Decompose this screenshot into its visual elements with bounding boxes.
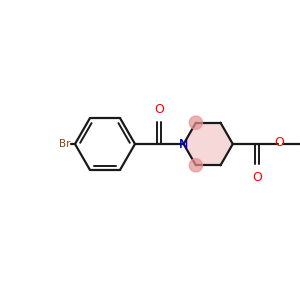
Circle shape — [189, 159, 203, 172]
Text: O: O — [274, 136, 284, 149]
Text: N: N — [179, 137, 188, 151]
Text: Br: Br — [59, 139, 70, 149]
Polygon shape — [184, 123, 233, 165]
Circle shape — [189, 116, 203, 129]
Text: N: N — [179, 137, 188, 151]
Text: O: O — [154, 103, 164, 116]
Text: O: O — [252, 171, 262, 184]
